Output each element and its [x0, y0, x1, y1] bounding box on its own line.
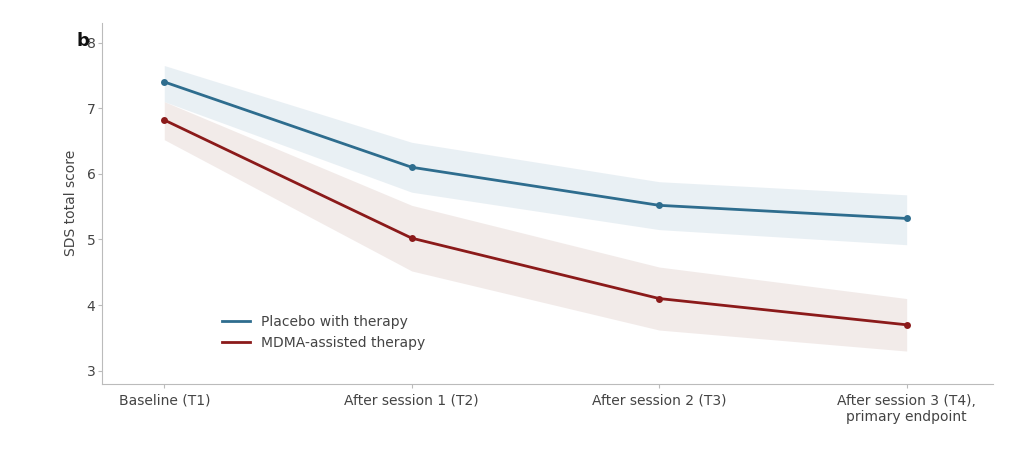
MDMA-assisted therapy [900, 322, 912, 328]
Placebo with therapy [900, 216, 912, 221]
Legend: Placebo with therapy, MDMA-assisted therapy: Placebo with therapy, MDMA-assisted ther… [216, 309, 430, 355]
MDMA-assisted therapy [653, 296, 666, 301]
Line: MDMA-assisted therapy: MDMA-assisted therapy [161, 117, 910, 328]
MDMA-assisted therapy [158, 117, 170, 123]
Y-axis label: SDS total score: SDS total score [65, 150, 78, 256]
Line: Placebo with therapy: Placebo with therapy [161, 79, 910, 222]
Placebo with therapy [406, 165, 418, 170]
Placebo with therapy [653, 202, 666, 208]
Placebo with therapy [158, 79, 170, 85]
Text: b: b [77, 32, 90, 50]
MDMA-assisted therapy [406, 235, 418, 241]
